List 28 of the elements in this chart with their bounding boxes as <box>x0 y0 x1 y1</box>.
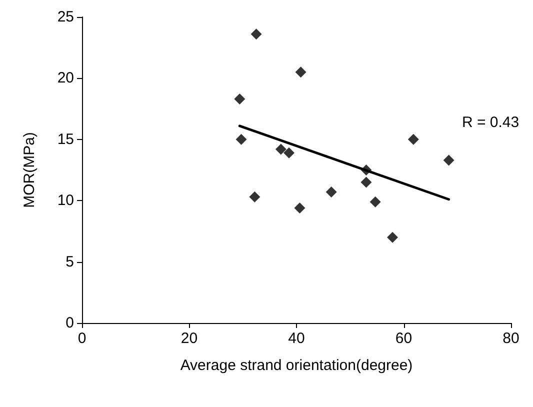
x-tick-label: 80 <box>502 330 520 347</box>
y-tick-label: 25 <box>57 8 74 26</box>
point <box>275 144 286 155</box>
x-tick-label: 20 <box>180 330 198 347</box>
point <box>326 186 337 198</box>
y-tick-label: 10 <box>57 192 74 210</box>
point <box>234 94 246 105</box>
point <box>249 191 260 202</box>
point <box>250 28 262 40</box>
y-tick-label: 20 <box>57 70 74 87</box>
point <box>294 202 306 214</box>
x-axis-title: Average strand orientation(degree) <box>180 357 413 374</box>
point <box>386 232 398 243</box>
point <box>443 154 454 166</box>
point <box>360 176 372 188</box>
y-tick-label: 5 <box>66 253 74 270</box>
x-tick-label: 60 <box>395 330 412 347</box>
point <box>283 147 294 158</box>
point <box>295 66 306 78</box>
point <box>370 196 381 208</box>
x-tick-label: 0 <box>78 330 86 347</box>
point <box>408 134 419 145</box>
point <box>236 134 247 145</box>
y-axis-title: MOR(MPa) <box>21 132 38 208</box>
x-tick-label: 40 <box>288 330 305 347</box>
y-tick-label: 15 <box>57 130 74 148</box>
annotation: R = 0.43 <box>462 114 520 131</box>
y-tick-label: 0 <box>66 314 74 332</box>
